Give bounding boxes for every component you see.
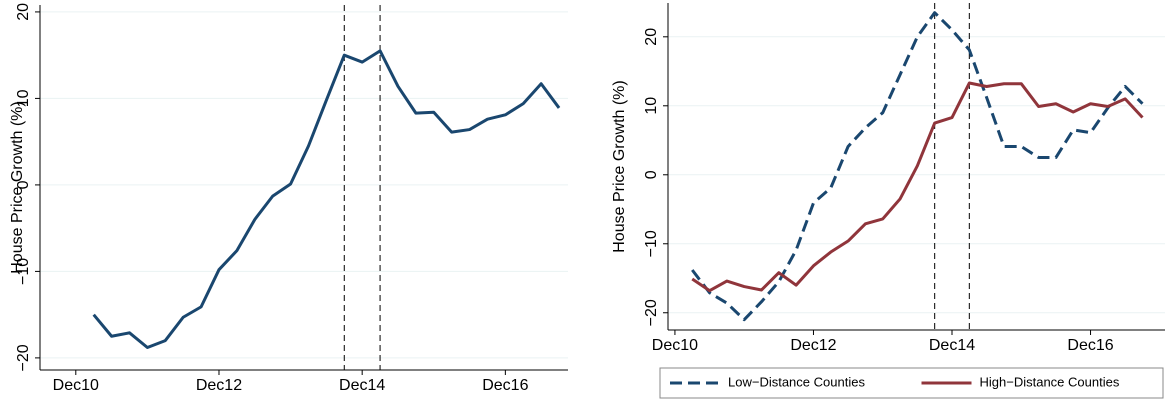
legend-box xyxy=(659,367,1164,399)
y-tick-label: 0 xyxy=(643,170,660,179)
y-axis-title: House Price Growth (%) xyxy=(9,101,26,274)
x-tick-label: Dec10 xyxy=(53,377,99,394)
y-tick-label: 20 xyxy=(15,3,32,21)
y-tick-label: −20 xyxy=(15,344,32,371)
x-tick-label: Dec10 xyxy=(652,337,698,354)
x-tick-label: Dec16 xyxy=(1067,337,1113,354)
y-tick-label: 10 xyxy=(643,97,660,115)
y-tick-label: 10 xyxy=(15,89,32,107)
y-tick-label: −10 xyxy=(15,258,32,285)
y-tick-label: −10 xyxy=(643,230,660,257)
legend-label: High−Distance Counties xyxy=(980,374,1120,389)
y-axis-title: House Price Growth (%) xyxy=(611,80,628,253)
x-tick-label: Dec16 xyxy=(482,377,528,394)
legend-label: Low−Distance Counties xyxy=(728,374,865,389)
x-tick-label: Dec12 xyxy=(196,377,242,394)
x-tick-label: Dec12 xyxy=(790,337,836,354)
data-line xyxy=(92,49,561,350)
y-tick-label: 0 xyxy=(15,180,32,189)
y-tick-label: 20 xyxy=(643,28,660,46)
x-tick-label: Dec14 xyxy=(929,337,975,354)
data-line xyxy=(691,81,1144,293)
data-line xyxy=(691,11,1144,322)
y-tick-label: −20 xyxy=(643,299,660,326)
x-tick-label: Dec14 xyxy=(339,377,385,394)
